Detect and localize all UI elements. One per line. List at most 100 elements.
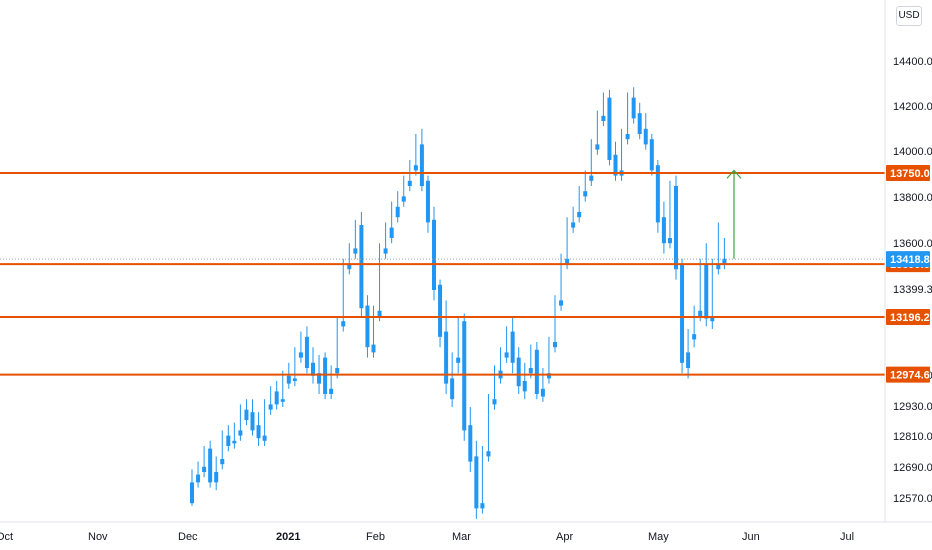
candle-body	[353, 248, 358, 254]
candle-body	[419, 144, 424, 186]
candle-body	[286, 375, 291, 384]
candle-body	[722, 258, 727, 264]
candle	[450, 352, 455, 407]
candle	[704, 243, 709, 327]
candle-body	[631, 97, 636, 119]
candle-body	[504, 352, 509, 358]
time-tick-label: Oct	[0, 531, 13, 543]
candle	[407, 160, 412, 192]
candle-body	[377, 310, 382, 316]
candle	[474, 440, 479, 519]
candle-body	[280, 399, 285, 402]
candle-body	[292, 378, 297, 381]
candle-body	[250, 412, 255, 431]
projection-arrow	[726, 169, 742, 259]
price-badge	[886, 165, 930, 181]
price-badge-label: 13418.8	[890, 254, 930, 266]
candle-body	[311, 362, 315, 376]
candle-body	[565, 258, 570, 264]
candle	[335, 316, 340, 379]
candle	[516, 347, 521, 394]
candle	[583, 170, 588, 202]
price-tick-label: 13800.0	[893, 192, 932, 204]
candle-body	[456, 357, 461, 363]
candle-body	[510, 331, 515, 363]
candle-body	[341, 321, 346, 327]
candle	[655, 160, 660, 233]
price-badge-label: 12974.6	[890, 370, 930, 382]
candle	[667, 180, 672, 249]
candle-body	[468, 425, 473, 462]
candle	[589, 139, 594, 186]
candle-body	[329, 388, 334, 394]
candle	[486, 394, 491, 462]
arrow-head	[726, 169, 742, 179]
candle-body	[655, 165, 660, 223]
candle-body	[492, 399, 497, 405]
candle-body	[214, 472, 219, 483]
candle	[674, 175, 678, 280]
candle	[353, 219, 358, 259]
candle-body	[444, 331, 449, 384]
price-tick-label: 13600.0	[893, 238, 932, 250]
price-tick-label: 12690.0	[893, 462, 932, 474]
candle-body	[692, 334, 697, 340]
candle	[504, 326, 509, 363]
candle	[262, 399, 267, 446]
price-badge-label: 13196.2	[890, 312, 930, 324]
candle	[401, 175, 406, 207]
candle-body	[232, 440, 237, 444]
candle	[323, 352, 328, 400]
candle	[492, 365, 497, 410]
candle	[480, 446, 485, 514]
candle-body	[540, 388, 545, 397]
candle-body	[674, 186, 678, 270]
candle-body	[643, 128, 648, 145]
candle-body	[716, 264, 721, 270]
candle	[528, 344, 533, 379]
candle-body	[625, 134, 630, 140]
time-tick-label: Mar	[452, 531, 471, 543]
candle	[577, 186, 582, 223]
candle	[389, 201, 394, 244]
candle-body	[407, 180, 412, 186]
candle	[613, 141, 618, 181]
candle	[698, 258, 703, 322]
candle	[553, 295, 557, 353]
candle-body	[323, 357, 328, 394]
candle	[432, 206, 436, 301]
time-axis[interactable]: Oct Nov Dec 2021 Feb Mar Apr May Jun Jul	[0, 531, 854, 543]
candle-body	[595, 144, 600, 150]
candle-body	[256, 425, 261, 439]
candle	[329, 365, 334, 400]
candle	[625, 92, 630, 145]
candle-body	[274, 391, 279, 405]
candle	[371, 305, 376, 358]
candle-body	[710, 316, 715, 322]
candle-body	[238, 430, 243, 436]
time-tick-label: Dec	[178, 531, 198, 543]
candle	[438, 279, 443, 348]
candle	[425, 175, 430, 233]
candle	[292, 347, 297, 387]
candle-body	[480, 503, 485, 509]
candle-body	[317, 373, 322, 384]
candle-body	[577, 212, 582, 218]
candle	[419, 128, 424, 192]
candle	[286, 362, 291, 389]
price-tick-label: 14200.0	[893, 101, 932, 113]
candle	[395, 191, 400, 223]
candle	[595, 110, 600, 155]
candle-body	[516, 357, 521, 387]
candle-body	[413, 165, 418, 171]
candle	[238, 404, 243, 441]
candle-body	[613, 154, 618, 176]
candle-body	[680, 264, 685, 363]
candle	[220, 430, 225, 470]
candle-body	[462, 321, 467, 431]
price-tick-label: 12930.0	[893, 401, 932, 413]
price-tick-label: 12810.0	[893, 431, 932, 443]
candle-body	[534, 349, 539, 394]
currency-selector[interactable]: USD	[896, 6, 922, 26]
